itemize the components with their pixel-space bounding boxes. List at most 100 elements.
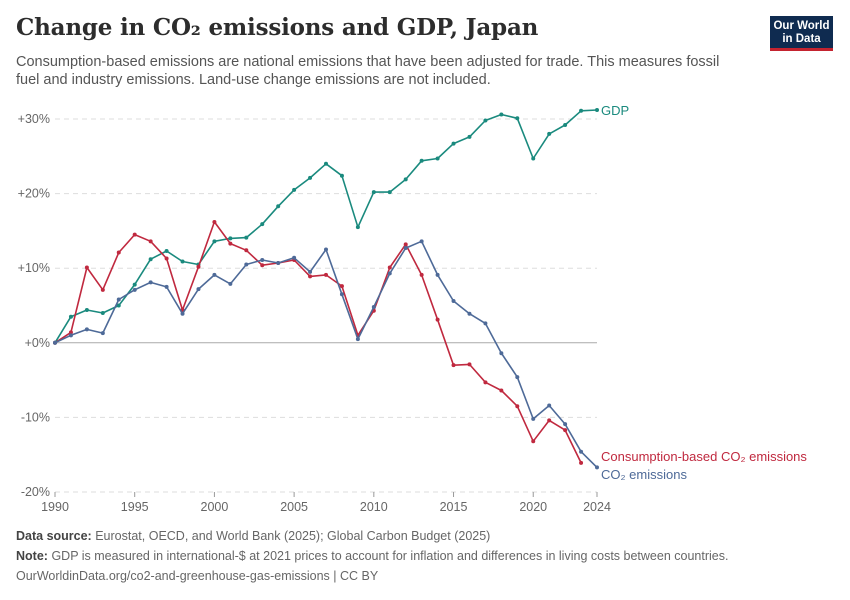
series-line: [54, 221, 582, 464]
data-point: [180, 259, 185, 264]
data-point: [53, 340, 57, 345]
data-point: [68, 330, 73, 335]
data-point: [148, 257, 153, 262]
data-point: [563, 428, 568, 433]
data-point: [451, 141, 456, 146]
data-point: [579, 108, 584, 113]
series-label: CO₂ emissions: [601, 467, 687, 482]
data-point: [339, 173, 344, 178]
data-point: [244, 262, 249, 267]
data-point: [260, 257, 265, 262]
data-point: [451, 363, 456, 368]
x-tick-label: 2005: [280, 500, 308, 514]
footer-source: Data source: Eurostat, OECD, and World B…: [16, 529, 490, 543]
chart-title: Change in CO₂ emissions and GDP, Japan: [16, 14, 539, 41]
logo-line-1: Our World: [773, 20, 830, 32]
data-point: [483, 118, 488, 123]
data-point: [515, 404, 520, 409]
data-point: [84, 327, 89, 332]
x-tick-label: 2010: [360, 500, 388, 514]
data-point: [403, 242, 408, 247]
data-point: [355, 225, 360, 230]
data-point: [244, 235, 249, 240]
data-point: [132, 232, 137, 237]
footer-url[interactable]: OurWorldinData.org/co2-and-greenhouse-ga…: [16, 569, 379, 583]
data-point: [100, 310, 105, 315]
data-point: [308, 269, 313, 274]
series-label: GDP: [601, 103, 629, 118]
data-point: [212, 239, 217, 244]
data-point: [579, 449, 584, 454]
y-tick-label: +20%: [18, 187, 50, 201]
data-point: [308, 274, 313, 279]
data-point: [180, 311, 185, 316]
data-point: [196, 264, 201, 269]
data-point: [164, 249, 169, 254]
data-point: [324, 247, 328, 252]
data-point: [419, 239, 424, 244]
data-point: [100, 331, 105, 336]
grid-layer: [55, 118, 597, 493]
data-point: [531, 416, 536, 421]
data-point: [531, 439, 536, 444]
axis-layer: +30% +20% +10% +0% -10% -20%1990 1995 2000 2005 2…: [18, 112, 611, 514]
data-point: [515, 116, 520, 121]
data-point: [212, 272, 217, 277]
data-point: [68, 333, 73, 338]
data-point: [164, 284, 169, 289]
data-point: [116, 297, 121, 302]
data-point: [132, 287, 137, 292]
data-point: [324, 161, 328, 166]
y-tick-label: +0%: [25, 336, 50, 350]
data-point: [148, 239, 153, 244]
data-point: [292, 255, 297, 260]
data-point: [435, 156, 440, 161]
data-point: [212, 219, 217, 224]
data-point: [595, 465, 599, 470]
data-point: [435, 272, 440, 277]
data-point: [260, 263, 265, 268]
source-text: Eurostat, OECD, and World Bank (2025); G…: [95, 529, 491, 543]
data-point: [371, 304, 376, 309]
logo-line-2: in Data: [782, 33, 821, 45]
data-point: [308, 175, 313, 180]
y-tick-label: -20%: [21, 485, 50, 499]
data-point: [276, 204, 281, 209]
data-point: [563, 122, 568, 127]
data-point: [483, 321, 488, 326]
data-point: [531, 156, 536, 161]
data-point: [467, 134, 472, 139]
data-point: [339, 284, 344, 289]
data-point: [100, 287, 105, 292]
data-point: [435, 317, 440, 322]
note-label: Note:: [16, 549, 48, 563]
data-point: [467, 362, 472, 367]
data-point: [403, 177, 408, 182]
data-point: [419, 158, 424, 163]
x-tick-label: 2024: [583, 500, 611, 514]
data-point: [419, 272, 424, 277]
data-point: [244, 248, 249, 253]
data-point: [467, 311, 472, 316]
data-point: [324, 272, 328, 277]
data-point: [515, 375, 520, 380]
data-point: [148, 280, 153, 285]
data-point: [228, 236, 233, 241]
data-point: [547, 418, 552, 423]
data-point: [260, 222, 265, 227]
data-point: [547, 403, 552, 408]
x-tick-label: 1995: [121, 500, 149, 514]
x-tick-label: 1990: [41, 500, 69, 514]
owid-logo[interactable]: Our World in Data: [770, 16, 833, 51]
data-point: [228, 281, 233, 286]
label-layer: GDP Consumption-based CO₂ emissions CO₂ em…: [601, 103, 807, 482]
data-point: [403, 246, 408, 251]
data-point: [387, 265, 392, 270]
data-point: [451, 299, 456, 304]
data-point: [499, 351, 504, 356]
series-layer: [53, 108, 599, 470]
source-label: Data source:: [16, 529, 92, 543]
data-point: [164, 256, 169, 261]
x-tick-label: 2020: [519, 500, 547, 514]
